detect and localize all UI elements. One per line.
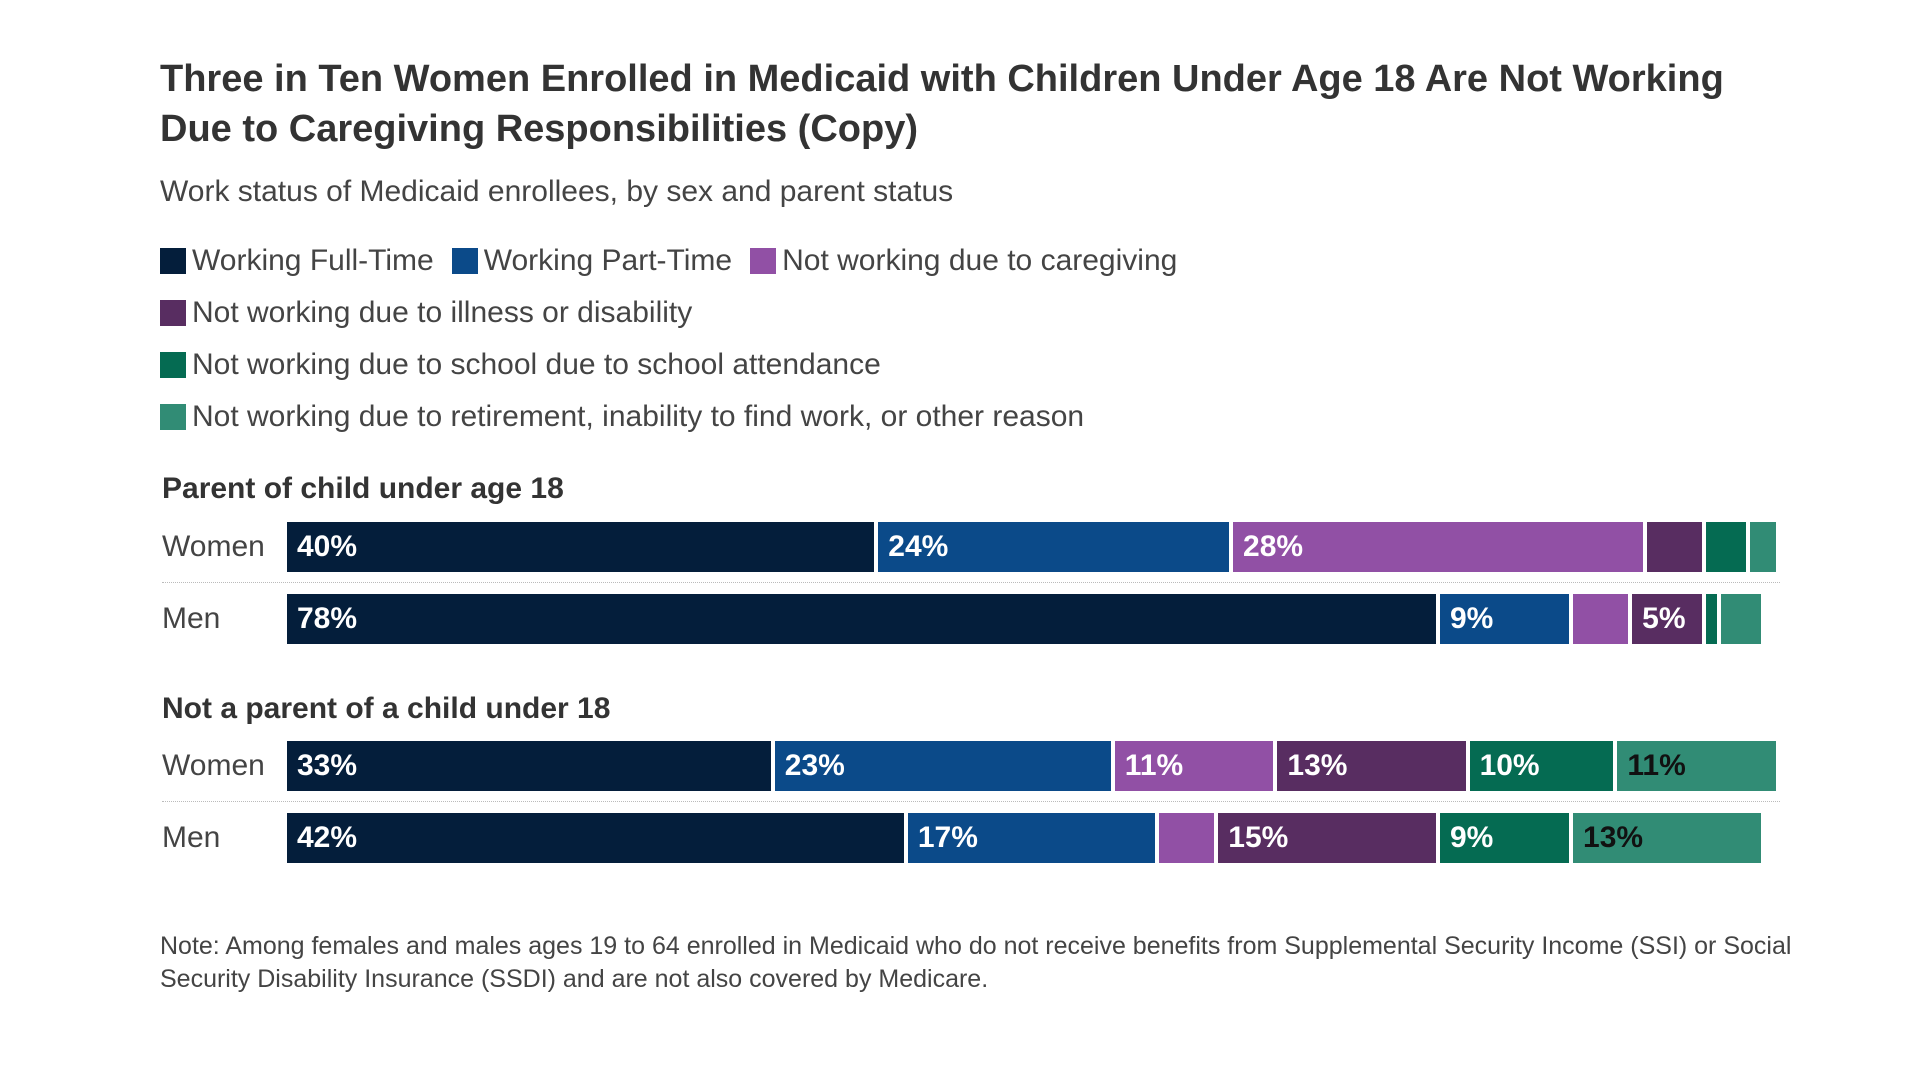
data-label: 15% bbox=[1228, 821, 1289, 854]
stacked-bar-not-parent-men: 42% 17% 15% 9% 13% bbox=[287, 813, 1780, 863]
legend-swatch-caregiving bbox=[750, 248, 777, 274]
legend-item-working-part-time: Working Part-Time bbox=[451, 244, 733, 278]
bar-segment-other-reason bbox=[1750, 522, 1776, 572]
legend-row: Not working due to illness or disability bbox=[160, 288, 1800, 338]
legend-swatch-working-full-time bbox=[160, 248, 186, 274]
bar-segment-caregiving bbox=[1159, 813, 1215, 863]
stacked-bar-parent-men: 78% 9% 5% bbox=[287, 594, 1780, 644]
data-label: 33% bbox=[297, 749, 358, 782]
data-label: 40% bbox=[297, 530, 358, 563]
data-label: 9% bbox=[1450, 821, 1494, 854]
group-title-not-parent: Not a parent of a child under 18 bbox=[162, 692, 611, 725]
data-label: 5% bbox=[1642, 602, 1686, 635]
data-label: 17% bbox=[917, 821, 978, 854]
bar-segment-full-time: 33% bbox=[287, 741, 771, 791]
bar-segment-school: 10% bbox=[1469, 741, 1614, 791]
footnote: Note: Among females and males ages 19 to… bbox=[160, 932, 1792, 993]
data-label: 11% bbox=[1124, 749, 1184, 782]
row-label-parent-women: Women bbox=[162, 530, 265, 563]
bar-segment-illness-disability bbox=[1646, 522, 1703, 572]
legend: Working Full-Time Working Part-Time Not … bbox=[160, 236, 1800, 444]
legend-label-working-full-time: Working Full-Time bbox=[192, 244, 434, 277]
bar-segment-part-time: 23% bbox=[774, 741, 1111, 791]
data-label: 24% bbox=[888, 530, 949, 563]
chart-title: Three in Ten Women Enrolled in Medicaid … bbox=[160, 58, 1724, 150]
legend-label-other-reason: Not working due to retirement, inability… bbox=[192, 400, 1085, 433]
row-label-not-parent-women: Women bbox=[162, 749, 265, 782]
bar-segment-school: 9% bbox=[1440, 813, 1570, 863]
data-label: 78% bbox=[297, 602, 358, 635]
data-label: 11% bbox=[1627, 749, 1686, 782]
legend-row: Working Full-Time Working Part-Time Not … bbox=[160, 236, 1800, 286]
legend-label-working-part-time: Working Part-Time bbox=[483, 244, 733, 277]
legend-label-illness-disability: Not working due to illness or disability bbox=[192, 296, 693, 329]
legend-item-school: Not working due to school due to school … bbox=[160, 348, 881, 382]
bar-segment-caregiving bbox=[1573, 594, 1629, 644]
legend-swatch-working-part-time bbox=[451, 248, 478, 274]
stacked-bar-not-parent-women: 33% 23% 11% 13% 10% 11% bbox=[287, 741, 1780, 791]
bar-segment-school bbox=[1706, 522, 1747, 572]
group-title-parent: Parent of child under age 18 bbox=[162, 472, 564, 505]
bar-segment-other-reason: 13% bbox=[1573, 813, 1762, 863]
legend-row: Not working due to retirement, inability… bbox=[160, 392, 1800, 442]
legend-label-school: Not working due to school due to school … bbox=[192, 348, 881, 381]
bar-segment-illness-disability: 5% bbox=[1632, 594, 1703, 644]
bar-segment-full-time: 78% bbox=[287, 594, 1436, 644]
legend-item-illness-disability: Not working due to illness or disability bbox=[160, 296, 692, 330]
legend-item-working-full-time: Working Full-Time bbox=[160, 244, 434, 278]
bar-segment-illness-disability: 13% bbox=[1277, 741, 1466, 791]
bar-segment-other-reason: 11% bbox=[1617, 741, 1776, 791]
bar-segment-school bbox=[1706, 594, 1717, 644]
data-label: 23% bbox=[784, 749, 845, 782]
bar-segment-illness-disability: 15% bbox=[1218, 813, 1436, 863]
row-divider bbox=[162, 582, 1780, 583]
data-label: 9% bbox=[1450, 602, 1494, 635]
bar-segment-caregiving: 11% bbox=[1114, 741, 1274, 791]
legend-row: Not working due to school due to school … bbox=[160, 340, 1800, 390]
legend-item-other-reason: Not working due to retirement, inability… bbox=[160, 400, 1084, 434]
row-divider bbox=[162, 801, 1780, 802]
legend-item-caregiving: Not working due to caregiving bbox=[750, 244, 1177, 278]
legend-swatch-other-reason bbox=[160, 404, 186, 430]
bar-segment-part-time: 9% bbox=[1440, 594, 1570, 644]
bar-segment-caregiving: 28% bbox=[1233, 522, 1643, 572]
bar-segment-full-time: 40% bbox=[287, 522, 875, 572]
legend-swatch-illness-disability bbox=[160, 300, 186, 326]
chart-subtitle: Work status of Medicaid enrollees, by se… bbox=[160, 175, 954, 208]
bar-segment-part-time: 17% bbox=[907, 813, 1156, 863]
legend-label-caregiving: Not working due to caregiving bbox=[782, 244, 1178, 277]
data-label: 42% bbox=[297, 821, 358, 854]
data-label: 10% bbox=[1479, 749, 1540, 782]
data-label: 13% bbox=[1287, 749, 1348, 782]
row-label-parent-men: Men bbox=[162, 602, 221, 635]
bar-segment-other-reason bbox=[1720, 594, 1762, 644]
row-label-not-parent-men: Men bbox=[162, 821, 221, 854]
stacked-bar-parent-women: 40% 24% 28% bbox=[287, 522, 1780, 572]
legend-swatch-school bbox=[160, 352, 186, 378]
data-label: 13% bbox=[1583, 821, 1644, 854]
bar-segment-part-time: 24% bbox=[878, 522, 1230, 572]
data-label: 28% bbox=[1243, 530, 1304, 563]
bar-segment-full-time: 42% bbox=[287, 813, 904, 863]
